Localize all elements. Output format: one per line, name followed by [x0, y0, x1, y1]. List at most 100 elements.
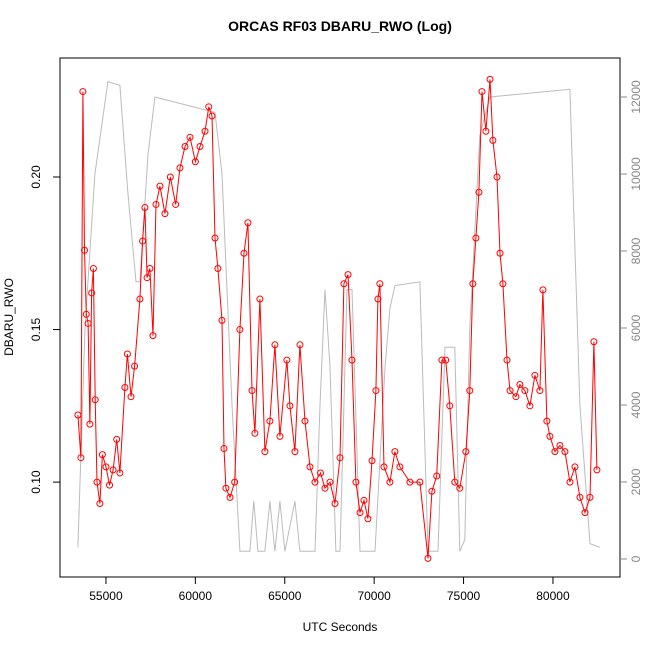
- data-point: [93, 478, 101, 486]
- data-point: [196, 142, 204, 150]
- data-point: [478, 88, 486, 96]
- data-point: [543, 417, 551, 425]
- data-point: [344, 271, 352, 279]
- data-point: [146, 265, 154, 273]
- data-point: [240, 249, 248, 257]
- y-axis-label: DBARU_RWO: [2, 278, 16, 356]
- data-point: [86, 420, 94, 428]
- data-point: [391, 448, 399, 456]
- data-point: [368, 457, 376, 465]
- data-point: [348, 356, 356, 364]
- data-point: [376, 280, 384, 288]
- data-point: [166, 173, 174, 181]
- data-point: [214, 265, 222, 273]
- data-point: [590, 338, 598, 346]
- data-point: [486, 75, 494, 83]
- data-point: [143, 274, 151, 282]
- data-point: [113, 435, 121, 443]
- data-point: [301, 417, 309, 425]
- data-point: [336, 454, 344, 462]
- data-point: [489, 136, 497, 144]
- data-point: [581, 509, 589, 517]
- data-point: [340, 280, 348, 288]
- data-point: [451, 478, 459, 486]
- data-point: [176, 164, 184, 172]
- data-point: [136, 295, 144, 303]
- data-point: [482, 127, 490, 135]
- data-point: [462, 448, 470, 456]
- data-point: [123, 350, 131, 358]
- data-point: [121, 384, 129, 392]
- data-point: [416, 478, 424, 486]
- data-point: [503, 356, 511, 364]
- data-point: [356, 509, 364, 517]
- data-point: [283, 356, 291, 364]
- data-point: [218, 316, 226, 324]
- data-point: [231, 478, 239, 486]
- data-point: [516, 380, 524, 388]
- data-point: [321, 484, 329, 492]
- data-point: [127, 393, 135, 401]
- data-point: [139, 237, 147, 245]
- data-point: [531, 371, 539, 379]
- data-point: [106, 481, 114, 489]
- x-axis-label: UTC Seconds: [303, 620, 378, 634]
- y-tick-label: 0.20: [29, 165, 43, 189]
- data-point: [186, 133, 194, 141]
- y2-tick-label: 10000: [629, 157, 643, 191]
- data-point: [102, 463, 110, 471]
- data-point: [266, 417, 274, 425]
- data-point: [251, 429, 259, 437]
- data-point: [526, 402, 534, 410]
- data-point: [433, 472, 441, 480]
- y2-tick-label: 8000: [629, 237, 643, 264]
- data-point: [77, 454, 85, 462]
- y2-tick-label: 2000: [629, 468, 643, 495]
- data-point: [181, 142, 189, 150]
- data-point: [172, 200, 180, 208]
- data-point: [386, 478, 394, 486]
- data-point: [131, 362, 139, 370]
- y-tick-label: 0.10: [29, 470, 43, 494]
- data-point: [521, 387, 529, 395]
- x-tick-label: 60000: [179, 589, 213, 603]
- data-point: [88, 289, 96, 297]
- data-point: [539, 286, 547, 294]
- x-tick-label: 55000: [89, 589, 123, 603]
- data-point: [506, 387, 514, 395]
- data-point: [317, 469, 325, 477]
- data-point: [82, 310, 90, 318]
- data-point: [271, 341, 279, 349]
- data-point: [141, 204, 149, 212]
- data-point: [556, 441, 564, 449]
- data-point: [469, 280, 477, 288]
- data-point: [84, 319, 92, 327]
- data-point: [152, 200, 160, 208]
- data-point: [493, 173, 501, 181]
- y2-tick-label: 4000: [629, 391, 643, 418]
- chart-title: ORCAS RF03 DBARU_RWO (Log): [228, 18, 452, 34]
- data-point: [256, 295, 264, 303]
- data-point: [331, 499, 339, 507]
- data-point: [326, 478, 334, 486]
- data-point: [201, 127, 209, 135]
- data-point: [96, 499, 104, 507]
- data-point: [79, 88, 87, 96]
- data-point: [551, 448, 559, 456]
- data-point: [374, 295, 382, 303]
- data-point: [475, 188, 483, 196]
- x-tick-label: 80000: [536, 589, 570, 603]
- data-point: [566, 478, 574, 486]
- data-point: [191, 158, 199, 166]
- data-point: [291, 448, 299, 456]
- data-point: [466, 387, 474, 395]
- data-point: [586, 493, 594, 501]
- data-point: [91, 396, 99, 404]
- data-point: [499, 280, 507, 288]
- data-point: [149, 332, 157, 340]
- series-line: [77, 79, 598, 559]
- data-point: [576, 493, 584, 501]
- data-point: [571, 463, 579, 471]
- data-point: [156, 182, 164, 190]
- x-tick-label: 70000: [357, 589, 391, 603]
